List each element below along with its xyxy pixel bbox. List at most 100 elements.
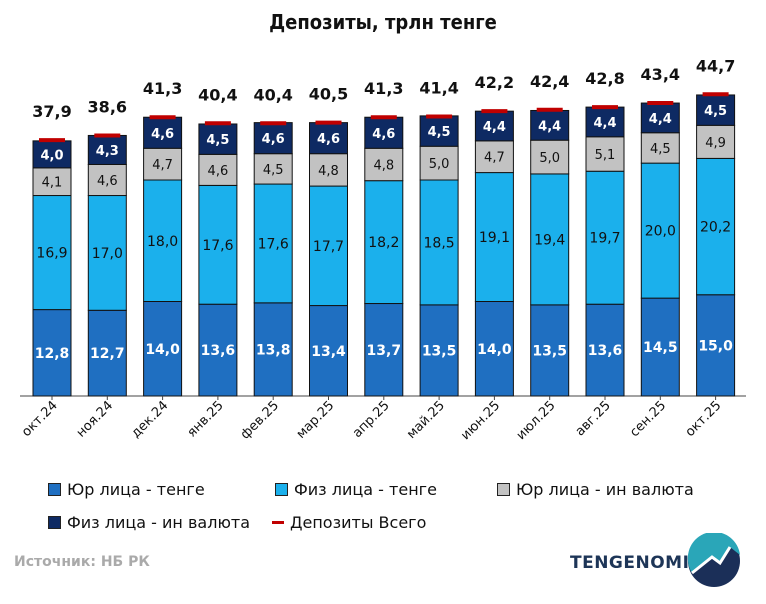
data-label-0: 12,8 xyxy=(35,346,70,362)
bar-segment-1 xyxy=(253,183,293,304)
bar-segment-0 xyxy=(364,303,404,397)
legend-label: Депозиты Всего xyxy=(290,513,427,532)
data-label-0: 13,6 xyxy=(588,343,623,359)
total-label: 42,2 xyxy=(475,73,514,92)
chart-title: Депозиты, трлн тенге xyxy=(269,10,497,34)
data-label-3: 4,5 xyxy=(704,104,727,119)
data-label-2: 4,9 xyxy=(705,136,726,151)
x-tick-label: мар.25 xyxy=(294,398,338,442)
x-tick-label: июл.25 xyxy=(514,398,559,443)
legend-item-total: Депозиты Всего xyxy=(272,513,426,532)
legend-swatch xyxy=(48,483,61,496)
legend-item-series-2: Юр лица - ин валюта xyxy=(497,480,694,499)
source-note: Источник: НБ РК xyxy=(14,554,150,570)
total-label: 40,4 xyxy=(253,85,292,104)
data-label-1: 16,9 xyxy=(36,246,67,262)
bar-segment-3 xyxy=(309,122,348,155)
total-label: 41,3 xyxy=(364,79,403,98)
bar-segment-0 xyxy=(474,301,514,397)
legend-swatch xyxy=(275,483,288,496)
bar-segment-0 xyxy=(32,309,72,397)
data-label-3: 4,4 xyxy=(593,116,616,131)
total-label: 44,7 xyxy=(696,56,735,75)
legend-label: Физ лица - ин валюта xyxy=(67,513,251,532)
data-label-1: 17,6 xyxy=(258,236,289,252)
stacked-bar-chart: 12,8 16,9 4,1 4,0 37,9 окт.24 12,7 17,0 4,6 4,3 38… xyxy=(19,56,746,443)
data-label-3: 4,4 xyxy=(649,112,672,127)
x-tick-label: сен.25 xyxy=(627,398,669,440)
bar-segment-2 xyxy=(585,136,625,172)
x-tick-label: фев.25 xyxy=(238,398,282,442)
legend-item-series-3: Физ лица - ин валюта xyxy=(48,513,250,532)
bar-segment-1 xyxy=(640,162,680,299)
bar-segment-3 xyxy=(87,134,127,165)
bar-segment-1 xyxy=(585,170,625,305)
bar-segment-0 xyxy=(696,294,736,397)
total-label: 40,5 xyxy=(309,85,348,104)
bar-segment-3 xyxy=(419,115,459,147)
total-label: 42,4 xyxy=(530,72,569,91)
data-label-2: 4,6 xyxy=(97,174,118,189)
data-label-3: 4,6 xyxy=(372,127,395,142)
legend-swatch xyxy=(48,516,61,529)
bar-segment-2 xyxy=(530,139,570,175)
data-label-1: 18,5 xyxy=(424,235,455,251)
data-label-0: 13,5 xyxy=(532,343,567,359)
data-label-0: 13,7 xyxy=(367,343,402,359)
legend-label: Физ лица - тенге xyxy=(294,480,437,499)
legend-line xyxy=(272,521,284,524)
data-label-2: 4,1 xyxy=(42,176,63,191)
data-label-2: 5,0 xyxy=(429,157,450,172)
data-label-1: 18,2 xyxy=(368,235,399,251)
x-tick-label: май.25 xyxy=(404,398,448,442)
x-tick-label: апр.25 xyxy=(350,398,393,441)
bar-segment-2 xyxy=(87,163,127,197)
data-label-1: 17,6 xyxy=(202,238,233,254)
legend-item-series-0: Юр лица - тенге xyxy=(48,480,205,499)
bar-segment-0 xyxy=(87,309,127,397)
x-tick-label: июн.25 xyxy=(458,398,503,443)
data-label-3: 4,6 xyxy=(151,127,174,142)
data-label-1: 17,0 xyxy=(92,246,123,262)
total-label: 40,4 xyxy=(198,85,237,104)
data-label-2: 4,8 xyxy=(373,158,394,173)
total-label: 37,9 xyxy=(32,102,71,121)
bar-segment-3 xyxy=(32,140,72,169)
x-tick-label: окт.24 xyxy=(19,398,61,440)
data-label-0: 14,0 xyxy=(145,342,180,358)
bar-segment-3 xyxy=(198,123,238,155)
data-label-0: 15,0 xyxy=(698,338,733,354)
bar-segment-2 xyxy=(419,145,459,181)
total-label: 41,3 xyxy=(143,79,182,98)
data-label-1: 20,0 xyxy=(645,224,676,240)
x-tick-label: янв.25 xyxy=(185,398,227,440)
bar-segment-2 xyxy=(696,124,736,159)
total-label: 38,6 xyxy=(88,97,127,116)
bar-segment-3 xyxy=(530,109,570,141)
data-label-3: 4,5 xyxy=(428,125,451,140)
data-label-3: 4,4 xyxy=(538,119,561,134)
x-tick-label: окт.25 xyxy=(683,398,725,440)
data-label-2: 4,7 xyxy=(152,158,173,173)
bar-segment-0 xyxy=(198,303,238,397)
data-label-3: 4,5 xyxy=(206,133,229,148)
bar-segment-2 xyxy=(253,153,293,185)
bar-segment-3 xyxy=(143,116,183,149)
data-label-3: 4,3 xyxy=(96,144,119,159)
total-label: 42,8 xyxy=(585,69,624,88)
data-label-1: 19,1 xyxy=(479,230,510,246)
data-label-1: 20,2 xyxy=(700,220,731,236)
data-label-3: 4,4 xyxy=(483,120,506,135)
total-label: 41,4 xyxy=(419,79,458,98)
data-label-1: 18,0 xyxy=(147,234,178,250)
bar-segment-2 xyxy=(474,140,514,174)
bar-segment-1 xyxy=(696,157,736,296)
bar-segment-3 xyxy=(640,102,680,134)
bar-segment-0 xyxy=(585,303,625,397)
data-label-2: 4,5 xyxy=(263,163,284,178)
bar-segment-3 xyxy=(696,94,736,126)
bar-segment-1 xyxy=(530,173,570,306)
bar-segment-1 xyxy=(143,179,183,302)
bar-segment-3 xyxy=(364,116,404,149)
